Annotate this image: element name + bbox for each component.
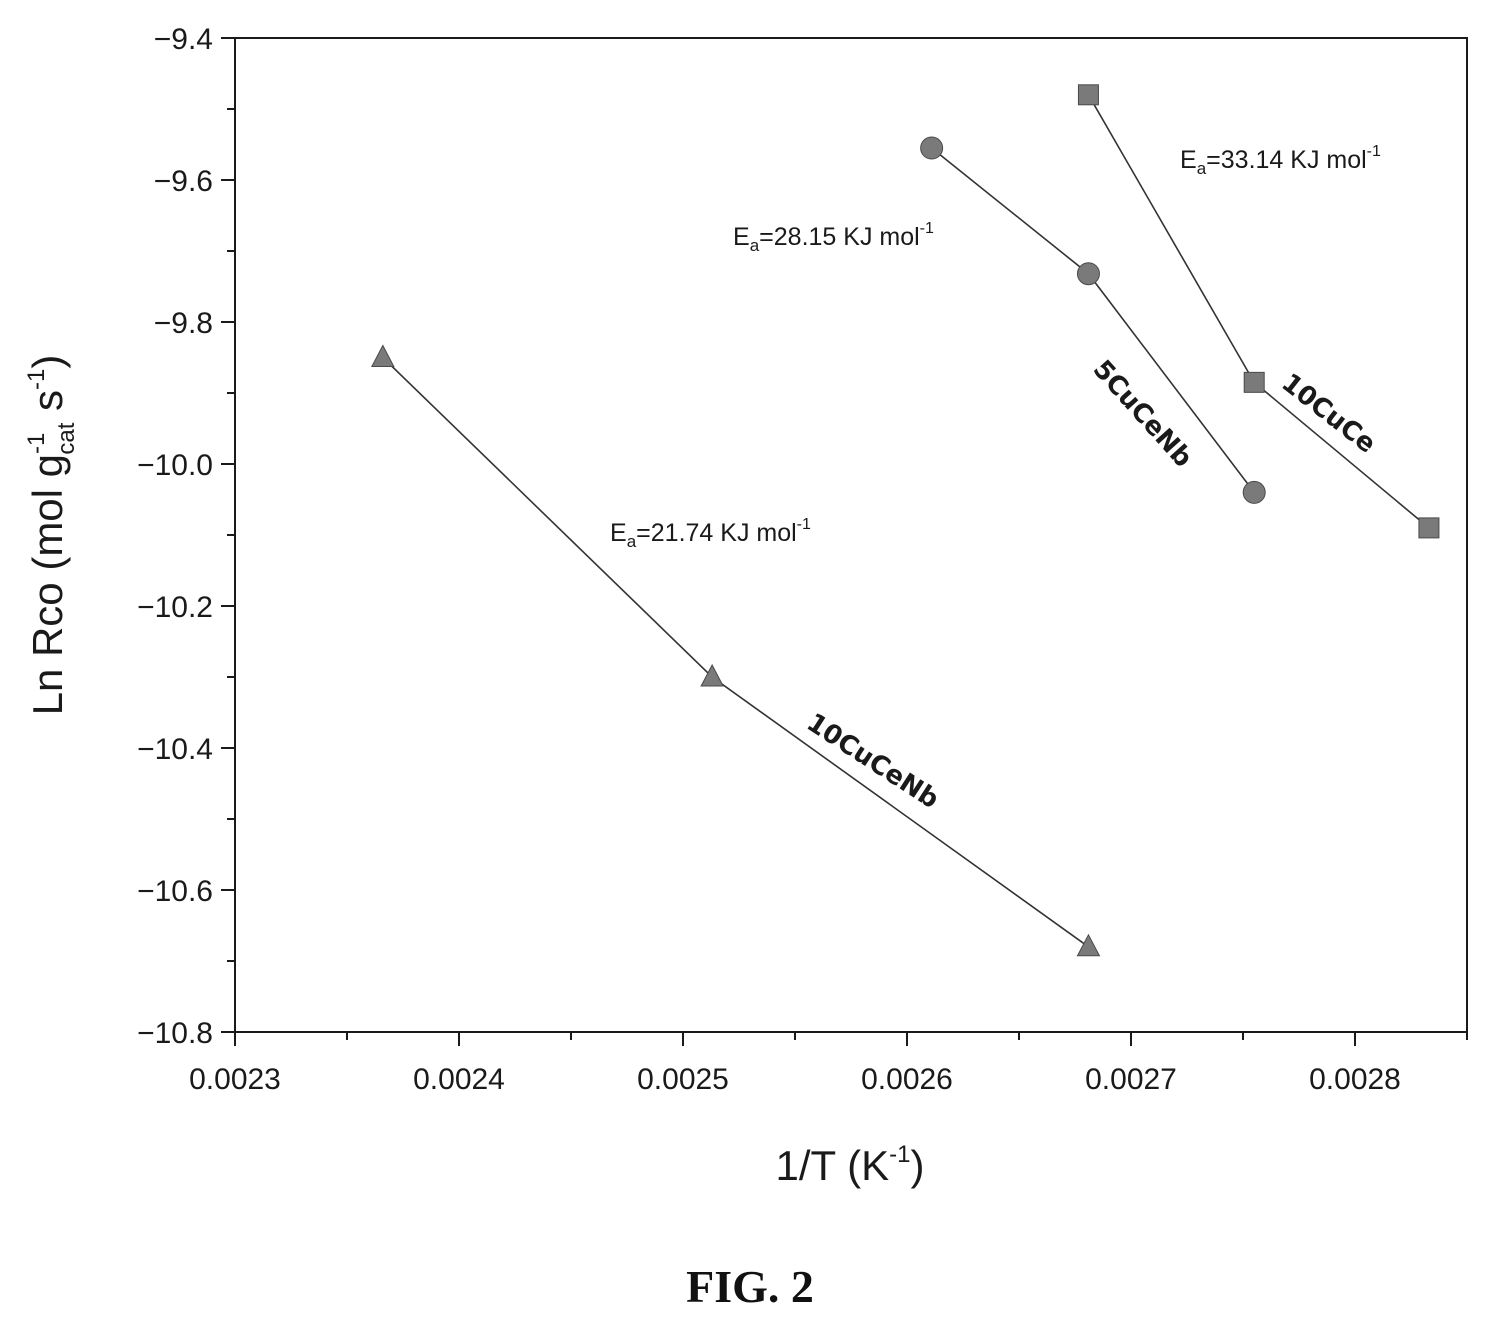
y-axis-ticks: −9.4 −9.6 −9.8 −10.0 −10.2 −10.4 −10.6 −10.8 bbox=[137, 23, 235, 1050]
data-point-10cucenb bbox=[1076, 933, 1101, 957]
data-point-10cuce bbox=[1418, 517, 1440, 539]
x-tick-label: 0.0024 bbox=[413, 1063, 505, 1096]
series-label-10cucenb: 10CuCeNb bbox=[801, 708, 944, 815]
x-tick-label: 0.0025 bbox=[637, 1063, 729, 1096]
data-point-10cuce bbox=[1243, 371, 1265, 393]
x-tick-label: 0.0028 bbox=[1309, 1063, 1401, 1096]
data-point-5cucenb bbox=[1076, 262, 1100, 286]
x-tick-label: 0.0027 bbox=[1085, 1063, 1177, 1096]
series-label-5cucenb: 5CuCeNb bbox=[1087, 355, 1198, 474]
x-tick-label: 0.0023 bbox=[189, 1063, 281, 1096]
data-point-10cucenb bbox=[371, 344, 395, 367]
y-tick-label: −10.0 bbox=[137, 449, 213, 482]
y-tick-label: −10.4 bbox=[137, 733, 213, 766]
series-line-10cucenb bbox=[382, 356, 1089, 948]
data-point-10cuce bbox=[1077, 84, 1099, 106]
y-axis-title: Ln Rco (mol g-1 cat s-1) bbox=[23, 355, 80, 716]
x-axis-ticks: 0.0023 0.0024 0.0025 0.0026 0.0027 0.0028 bbox=[189, 1032, 1468, 1096]
x-axis-title: 1/T (K-1) bbox=[776, 1141, 925, 1189]
x-tick-label: 0.0026 bbox=[861, 1063, 953, 1096]
data-point-5cucenb bbox=[1242, 480, 1266, 504]
y-tick-label: −9.4 bbox=[154, 23, 213, 56]
y-tick-label: −10.2 bbox=[137, 591, 213, 624]
y-tick-label: −10.6 bbox=[137, 875, 213, 908]
annotation-10cuce: Ea=33.14 KJ mol-1 bbox=[1180, 143, 1381, 178]
data-point-10cucenb bbox=[700, 663, 724, 687]
figure-caption: FIG. 2 bbox=[686, 1261, 814, 1312]
data-point-5cucenb bbox=[920, 136, 944, 160]
series-markers bbox=[371, 84, 1440, 957]
y-tick-label: −10.8 bbox=[137, 1017, 213, 1050]
y-tick-label: −9.6 bbox=[154, 165, 213, 198]
series-line-5cucenb bbox=[931, 147, 1255, 493]
annotation-10cucenb: Ea=21.74 KJ mol-1 bbox=[610, 516, 811, 551]
annotation-5cucenb: Ea=28.15 KJ mol-1 bbox=[733, 220, 934, 255]
plot-frame bbox=[234, 37, 1468, 1033]
y-tick-label: −9.8 bbox=[154, 307, 213, 340]
